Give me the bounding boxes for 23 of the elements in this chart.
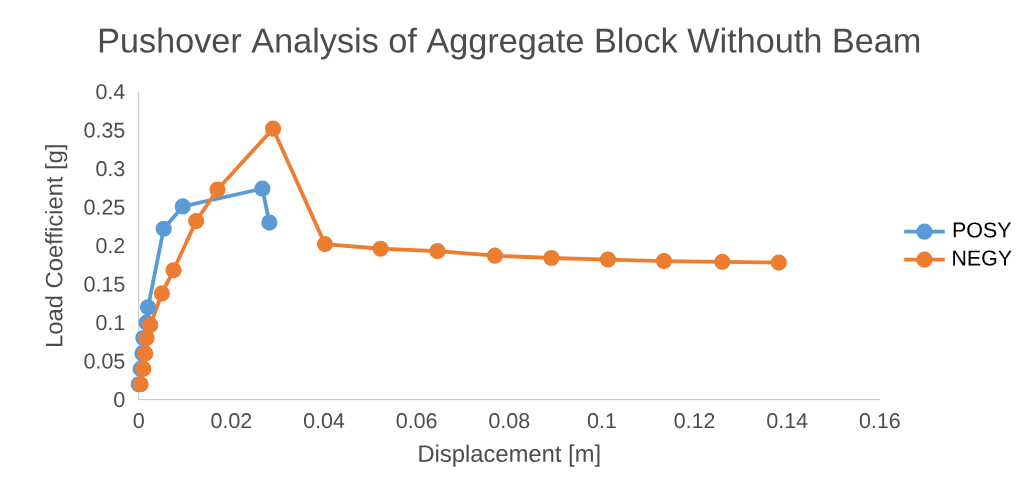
y-tick-label: 0.15 xyxy=(84,276,125,292)
y-tick-label: 0.35 xyxy=(84,122,125,138)
x-tick-label: 0.14 xyxy=(767,413,808,429)
y-axis-title: Load Coefficient [g] xyxy=(45,145,68,347)
y-tick-label: 0.3 xyxy=(96,161,125,177)
x-tick-label: 0.08 xyxy=(489,413,530,429)
x-tick-label: 0.04 xyxy=(304,413,345,429)
y-tick-label: 0.1 xyxy=(96,315,125,331)
x-tick-label: 0.16 xyxy=(859,413,900,429)
x-tick-label: 0.1 xyxy=(587,413,616,429)
y-tick-label: 0.25 xyxy=(84,199,125,215)
y-tick-label: 0 xyxy=(114,392,125,408)
x-tick-label: 0.12 xyxy=(674,413,715,429)
legend-label: NEGY xyxy=(953,250,1012,266)
x-axis-title: Displacement [m] xyxy=(419,444,600,467)
x-tick-label: 0.06 xyxy=(396,413,437,429)
legend-label: POSY xyxy=(953,222,1012,238)
x-tick-label: 0 xyxy=(133,413,144,429)
chart-title: Pushover Analysis of Aggregate Block Withouth Beam xyxy=(99,27,920,60)
y-tick-label: 0.4 xyxy=(96,84,125,100)
y-tick-label: 0.2 xyxy=(96,238,125,254)
x-tick-label: 0.02 xyxy=(211,413,252,429)
y-tick-label: 0.05 xyxy=(84,353,125,369)
